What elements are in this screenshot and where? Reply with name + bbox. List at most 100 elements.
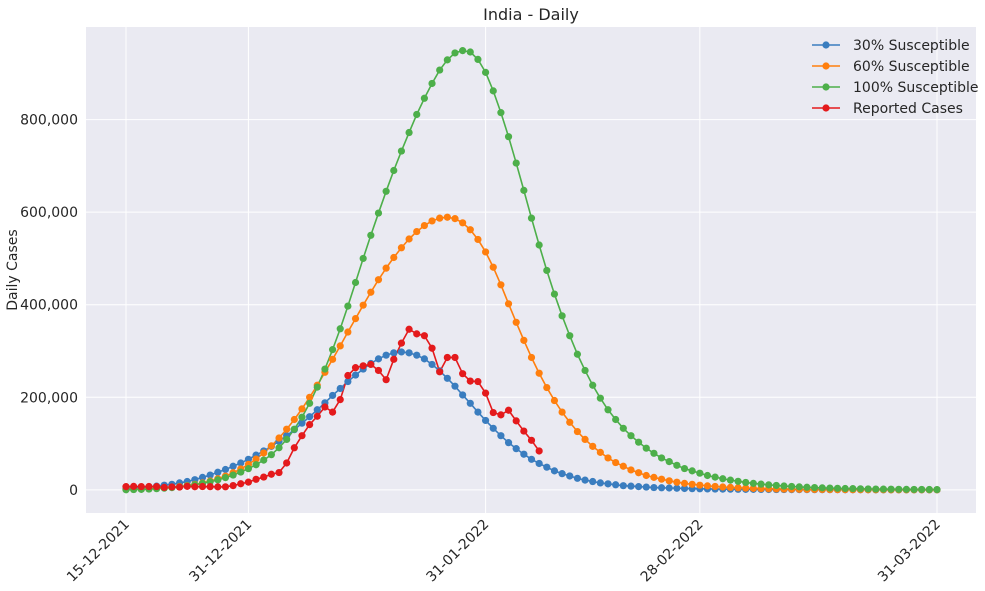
data-point — [481, 248, 490, 256]
data-point — [367, 360, 375, 369]
data-point — [328, 355, 337, 363]
data-point — [267, 470, 275, 478]
data-point — [420, 221, 428, 230]
data-point — [902, 485, 911, 493]
data-point — [826, 484, 834, 492]
data-point — [344, 371, 352, 380]
data-point — [382, 264, 390, 272]
legend-label: 60% Susceptible — [853, 59, 970, 75]
data-point — [122, 483, 130, 491]
data-point — [214, 483, 222, 491]
data-point — [420, 355, 428, 363]
data-point — [466, 377, 474, 385]
data-point — [367, 231, 375, 239]
y-axis-ticks: 0 200,000 400,000 600,000 800,000 — [20, 113, 78, 499]
data-point — [351, 278, 360, 287]
data-point — [581, 476, 589, 484]
data-point — [466, 399, 474, 407]
data-point — [160, 483, 168, 491]
data-point — [252, 475, 260, 483]
data-point — [596, 394, 604, 402]
data-point — [604, 406, 612, 414]
data-point — [321, 403, 329, 411]
data-point — [359, 362, 367, 370]
data-point — [443, 56, 451, 64]
data-point — [298, 432, 306, 440]
data-point — [351, 364, 360, 372]
data-point — [673, 478, 681, 486]
data-point — [474, 408, 482, 416]
data-point — [420, 94, 428, 102]
data-point — [428, 79, 436, 88]
data-point — [604, 480, 612, 488]
data-point — [252, 455, 260, 463]
data-point — [543, 383, 551, 392]
data-point — [374, 276, 383, 284]
data-point — [397, 348, 406, 356]
data-point — [749, 479, 757, 487]
data-point — [933, 485, 941, 494]
data-point — [428, 217, 436, 225]
y-tick-label: 800,000 — [20, 113, 78, 129]
data-point — [405, 325, 413, 333]
data-point — [237, 468, 245, 476]
data-point — [237, 480, 245, 488]
data-point — [298, 405, 306, 413]
data-point — [535, 241, 543, 249]
data-point — [374, 366, 383, 375]
data-point — [198, 482, 207, 491]
data-point — [351, 315, 360, 323]
data-point — [489, 87, 497, 95]
data-point — [589, 477, 597, 486]
data-point — [466, 48, 474, 56]
data-point — [711, 473, 719, 481]
data-point — [481, 389, 490, 397]
data-point — [344, 377, 352, 386]
data-point — [818, 484, 826, 492]
data-point — [344, 328, 352, 336]
data-point — [497, 281, 505, 289]
data-point — [489, 263, 497, 271]
data-point — [573, 427, 582, 436]
data-point — [283, 425, 291, 433]
data-point — [420, 332, 428, 340]
data-point — [703, 482, 712, 490]
data-point — [290, 444, 298, 452]
legend-item: 100% Susceptible — [812, 80, 979, 96]
data-point — [550, 396, 559, 405]
data-point — [459, 370, 467, 378]
data-point — [650, 473, 658, 481]
data-point — [703, 471, 712, 480]
data-point — [374, 355, 383, 363]
legend-item: 60% Susceptible — [812, 59, 970, 75]
data-point — [206, 483, 214, 491]
data-point — [558, 312, 566, 320]
data-point — [489, 424, 497, 432]
data-point — [680, 464, 689, 473]
data-point — [604, 454, 612, 462]
data-point — [665, 484, 673, 492]
data-point — [313, 412, 321, 420]
data-point — [428, 344, 436, 352]
data-point — [688, 480, 696, 488]
data-point — [397, 244, 406, 252]
data-point — [627, 466, 635, 474]
data-point — [573, 350, 582, 358]
data-point — [612, 458, 620, 467]
data-point — [275, 434, 283, 442]
legend-label: 30% Susceptible — [853, 38, 970, 54]
data-point — [313, 406, 321, 414]
data-point — [726, 476, 735, 484]
data-point — [260, 456, 268, 464]
data-point — [466, 226, 474, 234]
data-point — [244, 455, 253, 463]
data-point — [390, 349, 398, 357]
data-point — [527, 436, 536, 444]
data-point — [221, 483, 230, 491]
data-point — [581, 366, 589, 375]
data-point — [405, 235, 413, 243]
data-point — [397, 147, 406, 155]
legend-marker — [822, 83, 830, 91]
data-point — [283, 459, 291, 467]
data-point — [413, 110, 421, 119]
